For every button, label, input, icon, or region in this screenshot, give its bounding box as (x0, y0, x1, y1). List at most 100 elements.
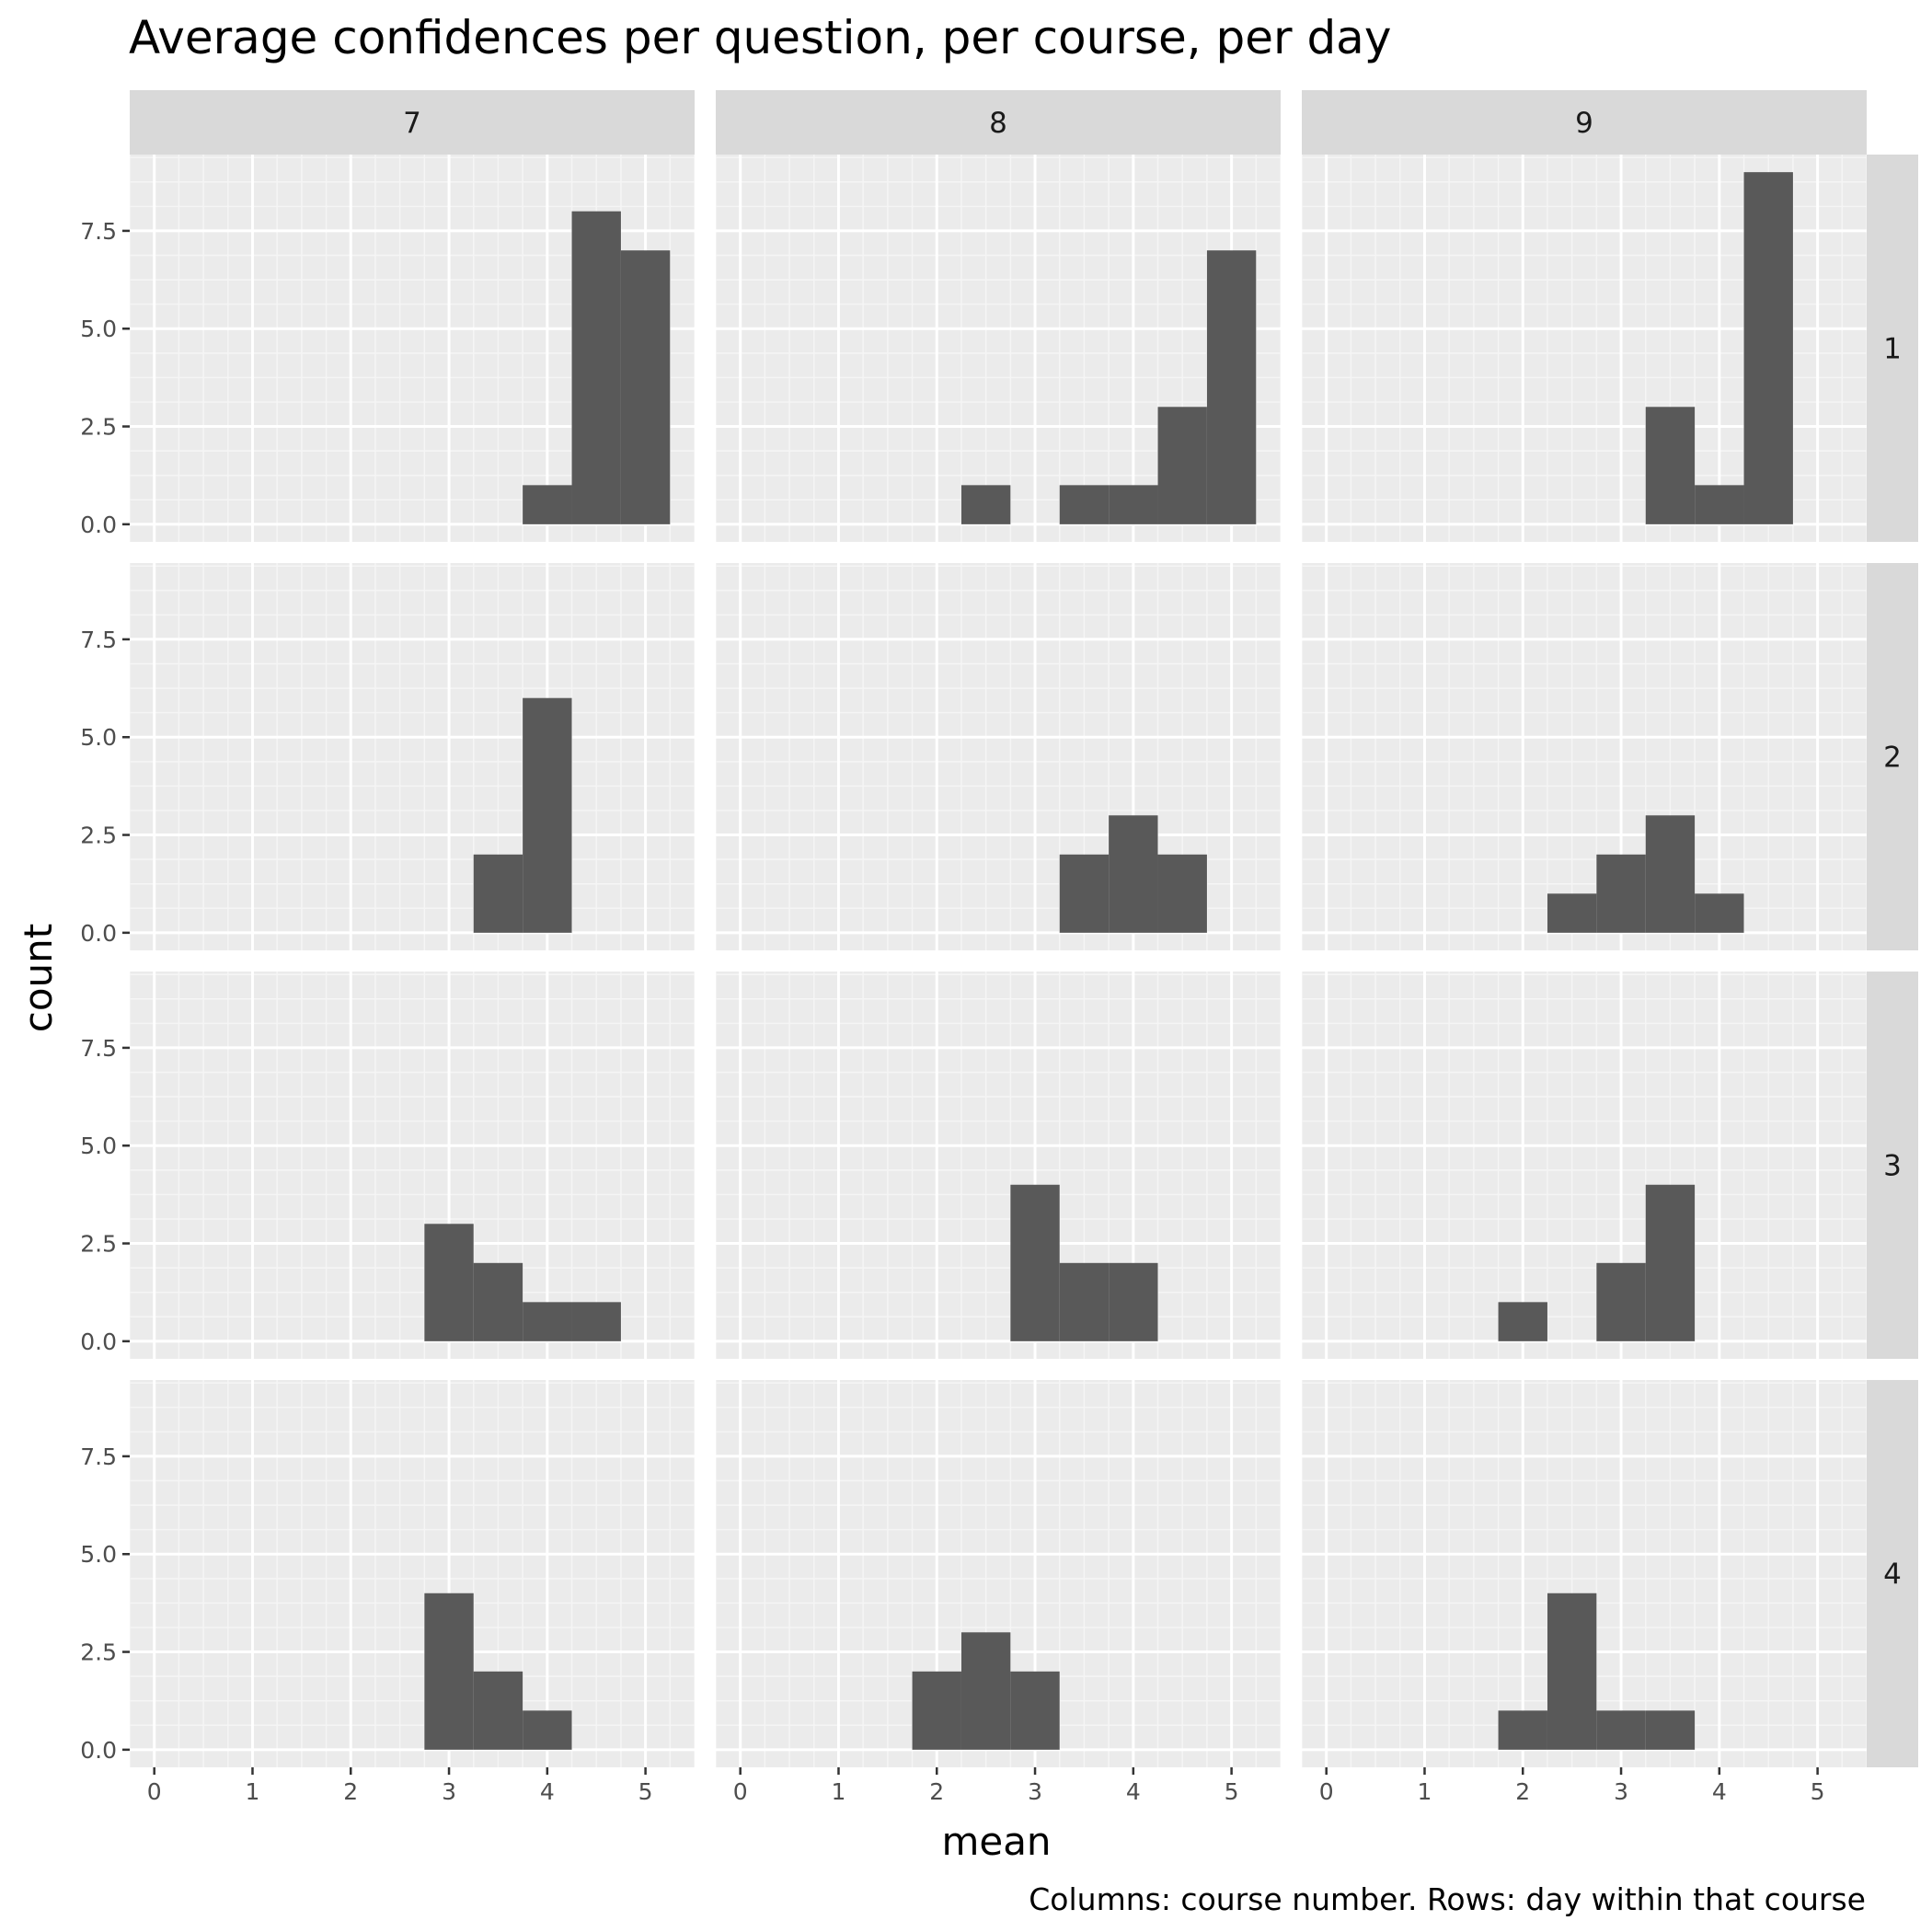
histogram-bar (1059, 485, 1110, 524)
histogram-bar (1645, 815, 1696, 933)
x-tick-label: 4 (1126, 1778, 1141, 1805)
histogram-bar (1547, 1593, 1597, 1750)
y-tick-label: 7.5 (80, 627, 117, 653)
row-strip (1867, 563, 1918, 950)
x-tick-label: 4 (1712, 1778, 1727, 1805)
column-strip (1302, 90, 1867, 155)
column-strip (716, 90, 1281, 155)
row-strip-label: 4 (1883, 1558, 1902, 1592)
histogram-bar (473, 854, 523, 933)
histogram-bar (1206, 250, 1257, 524)
row-strip (1867, 972, 1918, 1359)
panel-background (716, 972, 1281, 1359)
histogram-bar (960, 1632, 1011, 1750)
x-tick-label: 2 (929, 1778, 944, 1805)
x-tick-label: 1 (1418, 1778, 1432, 1805)
histogram-bar (1157, 407, 1207, 524)
y-tick-label: 0.0 (80, 512, 117, 538)
x-tick-label: 1 (832, 1778, 846, 1805)
panel-8-1 (716, 155, 1281, 542)
x-tick-label: 3 (1614, 1778, 1628, 1805)
histogram-bar (424, 1593, 474, 1750)
histogram-bar (1157, 854, 1207, 933)
y-tick-label: 5.0 (80, 1133, 117, 1159)
y-tick-label: 5.0 (80, 316, 117, 342)
histogram-bar (620, 250, 671, 524)
panel-7-2 (130, 563, 695, 950)
y-tick-label: 5.0 (80, 724, 117, 751)
y-tick-label: 5.0 (80, 1541, 117, 1568)
histogram-bar (1695, 485, 1744, 524)
panel-grid (716, 1380, 1281, 1767)
chart-title: Average confidences per question, per co… (129, 11, 1391, 64)
y-tick-label: 2.5 (80, 822, 117, 849)
histogram-bar (473, 1671, 523, 1750)
y-tick-label: 0.0 (80, 920, 117, 947)
panel-background (130, 563, 695, 950)
y-tick-label: 7.5 (80, 1443, 117, 1470)
histogram-bar (571, 1302, 621, 1341)
histogram-bar (1645, 407, 1696, 524)
panel-background (1302, 563, 1867, 950)
panel-background (1302, 972, 1867, 1359)
panel-7-4 (130, 1380, 695, 1767)
histogram-bar (1109, 1262, 1158, 1341)
y-tick-label: 0.0 (80, 1737, 117, 1764)
panel-9-3 (1302, 972, 1867, 1359)
row-strip-label: 1 (1883, 333, 1902, 366)
y-tick-label: 0.0 (80, 1328, 117, 1355)
x-tick-label: 0 (733, 1778, 748, 1805)
histogram-bar (1743, 172, 1793, 524)
panel-8-4 (716, 1380, 1281, 1767)
panel-9-1 (1302, 155, 1867, 542)
row-strip (1867, 1380, 1918, 1767)
panel-7-3 (130, 972, 695, 1359)
histogram-bar (424, 1224, 474, 1341)
histogram-bar (1596, 1262, 1646, 1341)
y-axis-title: count (16, 924, 61, 1033)
histogram-bar (1059, 1262, 1110, 1341)
row-strip-label: 3 (1883, 1150, 1902, 1183)
histogram-bar (1498, 1302, 1547, 1341)
panel-grid (1302, 563, 1867, 950)
x-tick-label: 5 (1225, 1778, 1239, 1805)
panel-8-2 (716, 563, 1281, 950)
x-tick-label: 3 (442, 1778, 456, 1805)
panel-9-2 (1302, 563, 1867, 950)
panel-grid (130, 563, 695, 950)
histogram-bar (960, 485, 1011, 524)
panel-9-4 (1302, 1380, 1867, 1767)
panel-background (130, 1380, 695, 1767)
row-strip-label: 2 (1883, 742, 1902, 775)
histogram-bar (1059, 854, 1110, 933)
panel-grid (1302, 972, 1867, 1359)
histogram-bar (1010, 1671, 1060, 1750)
y-tick-label: 2.5 (80, 1231, 117, 1258)
column-strip-label: 9 (1575, 107, 1593, 140)
x-axis-title: mean (941, 1819, 1051, 1864)
panel-8-3 (716, 972, 1281, 1359)
histogram-bar (1596, 854, 1646, 933)
histogram-bar (1109, 485, 1158, 524)
x-tick-label: 1 (246, 1778, 260, 1805)
histogram-bar (523, 485, 572, 524)
histogram-bar (1547, 893, 1597, 933)
histogram-bar (1695, 893, 1744, 933)
x-tick-label: 5 (638, 1778, 653, 1805)
x-tick-label: 2 (343, 1778, 358, 1805)
x-tick-label: 5 (1811, 1778, 1825, 1805)
histogram-bar (912, 1671, 961, 1750)
x-tick-label: 2 (1515, 1778, 1530, 1805)
row-strip (1867, 155, 1918, 542)
histogram-bar (1596, 1710, 1646, 1750)
column-strip-label: 7 (403, 107, 421, 140)
panel-background (130, 972, 695, 1359)
histogram-bar (1109, 815, 1158, 933)
histogram-bar (523, 697, 572, 933)
x-tick-label: 0 (1319, 1778, 1334, 1805)
x-tick-label: 4 (540, 1778, 555, 1805)
histogram-bar (571, 211, 621, 524)
column-strip-label: 8 (989, 107, 1007, 140)
panel-7-1 (130, 155, 695, 542)
